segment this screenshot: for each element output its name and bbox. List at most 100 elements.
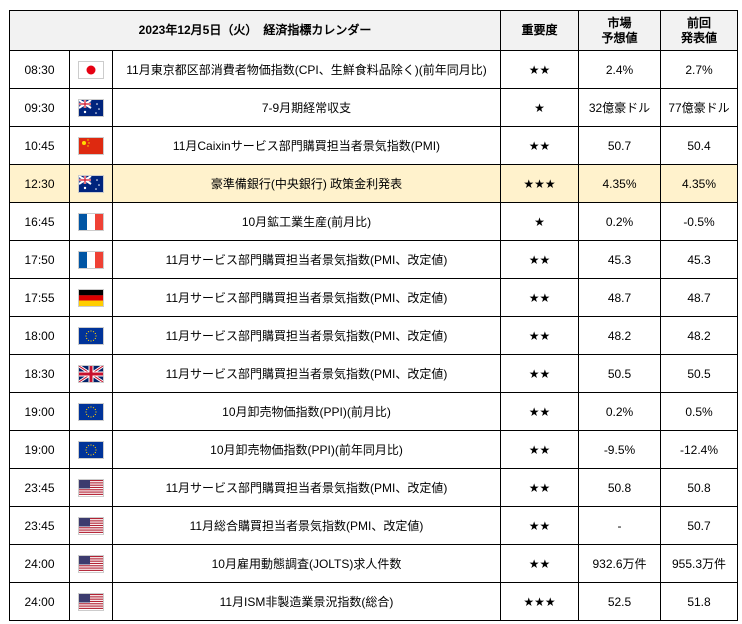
forecast-cell: 52.5 [578, 582, 661, 621]
event-cell: 10月卸売物価指数(PPI)(前月比) [112, 392, 501, 431]
importance-stars: ★★ [500, 544, 579, 583]
time-cell: 19:00 [9, 392, 70, 431]
header-row: 2023年12月5日（火） 経済指標カレンダー 重要度 市場 予想値 前回 発表値 [9, 10, 738, 51]
table-row: 24:00 11月ISM非製造業景況指数(総合) ★★★ 52.5 51.8 [9, 582, 738, 621]
previous-cell: 77億豪ドル [660, 88, 738, 127]
forecast-cell: 0.2% [578, 392, 661, 431]
flag-au-icon [78, 174, 104, 193]
forecast-header: 市場 予想値 [578, 10, 661, 51]
table-row: 23:45 11月サービス部門購買担当者景気指数(PMI、改定値) ★★ 50.… [9, 468, 738, 507]
table-row: 16:45 10月鉱工業生産(前月比) ★ 0.2% -0.5% [9, 202, 738, 241]
importance-stars: ★★ [500, 392, 579, 431]
forecast-cell: 4.35% [578, 164, 661, 203]
forecast-cell: 0.2% [578, 202, 661, 241]
previous-cell: 50.7 [660, 506, 738, 545]
previous-header: 前回 発表値 [660, 10, 738, 51]
table-row: 19:00 10月卸売物価指数(PPI)(前月比) ★★ 0.2% 0.5% [9, 392, 738, 431]
previous-header-line2: 発表値 [680, 30, 717, 45]
forecast-header-line1: 市場 [607, 15, 632, 30]
importance-stars: ★★★ [500, 582, 579, 621]
flag-cell [69, 202, 113, 241]
forecast-cell: 48.7 [578, 278, 661, 317]
flag-cell [69, 316, 113, 355]
flag-cell [69, 126, 113, 165]
time-cell: 24:00 [9, 544, 70, 583]
previous-cell: 0.5% [660, 392, 738, 431]
event-cell: 11月サービス部門購買担当者景気指数(PMI、改定値) [112, 278, 501, 317]
forecast-cell: 2.4% [578, 50, 661, 89]
time-cell: 10:45 [9, 126, 70, 165]
economic-calendar-table: 2023年12月5日（火） 経済指標カレンダー 重要度 市場 予想値 前回 発表値 … [9, 10, 738, 621]
flag-us-icon [78, 478, 104, 497]
table-row: 18:00 11月サービス部門購買担当者景気指数(PMI、改定値) ★★ 48.… [9, 316, 738, 355]
previous-cell: 51.8 [660, 582, 738, 621]
time-cell: 18:30 [9, 354, 70, 393]
table-row: 12:30 豪準備銀行(中央銀行) 政策金利発表 ★★★ 4.35% 4.35% [9, 164, 738, 203]
time-cell: 12:30 [9, 164, 70, 203]
flag-cell [69, 164, 113, 203]
forecast-cell: 32億豪ドル [578, 88, 661, 127]
previous-cell: 48.2 [660, 316, 738, 355]
forecast-cell: - [578, 506, 661, 545]
time-cell: 23:45 [9, 468, 70, 507]
flag-gb-icon [78, 364, 104, 383]
importance-stars: ★★ [500, 50, 579, 89]
event-cell: 10月鉱工業生産(前月比) [112, 202, 501, 241]
importance-stars: ★★ [500, 468, 579, 507]
forecast-cell: -9.5% [578, 430, 661, 469]
importance-stars: ★★ [500, 240, 579, 279]
flag-cell [69, 582, 113, 621]
forecast-header-line2: 予想値 [601, 30, 638, 45]
flag-cn-icon [78, 136, 104, 155]
flag-au-icon [78, 98, 104, 117]
time-cell: 08:30 [9, 50, 70, 89]
flag-us-icon [78, 554, 104, 573]
flag-cell [69, 88, 113, 127]
flag-cell [69, 506, 113, 545]
flag-cell [69, 392, 113, 431]
event-cell: 11月Caixinサービス部門購買担当者景気指数(PMI) [112, 126, 501, 165]
event-cell: 11月ISM非製造業景況指数(総合) [112, 582, 501, 621]
time-cell: 16:45 [9, 202, 70, 241]
time-cell: 17:50 [9, 240, 70, 279]
event-cell: 10月卸売物価指数(PPI)(前年同月比) [112, 430, 501, 469]
flag-cell [69, 544, 113, 583]
flag-de-icon [78, 288, 104, 307]
previous-cell: 48.7 [660, 278, 738, 317]
flag-eu-icon [78, 440, 104, 459]
previous-header-line1: 前回 [686, 15, 711, 30]
forecast-cell: 932.6万件 [578, 544, 661, 583]
event-cell: 10月雇用動態調査(JOLTS)求人件数 [112, 544, 501, 583]
importance-header: 重要度 [500, 10, 579, 51]
flag-cell [69, 240, 113, 279]
table-row: 17:50 11月サービス部門購買担当者景気指数(PMI、改定値) ★★ 45.… [9, 240, 738, 279]
event-cell: 11月サービス部門購買担当者景気指数(PMI、改定値) [112, 468, 501, 507]
forecast-cell: 50.5 [578, 354, 661, 393]
importance-stars: ★★ [500, 430, 579, 469]
table-row: 17:55 11月サービス部門購買担当者景気指数(PMI、改定値) ★★ 48.… [9, 278, 738, 317]
flag-cell [69, 430, 113, 469]
event-cell: 11月サービス部門購買担当者景気指数(PMI、改定値) [112, 316, 501, 355]
forecast-cell: 50.7 [578, 126, 661, 165]
event-cell: 7-9月期経常収支 [112, 88, 501, 127]
table-row: 09:30 7-9月期経常収支 ★ 32億豪ドル 77億豪ドル [9, 88, 738, 127]
importance-stars: ★★ [500, 126, 579, 165]
importance-stars: ★ [500, 202, 579, 241]
time-cell: 17:55 [9, 278, 70, 317]
flag-cell [69, 354, 113, 393]
previous-cell: 50.8 [660, 468, 738, 507]
forecast-cell: 45.3 [578, 240, 661, 279]
flag-cell [69, 468, 113, 507]
previous-cell: 2.7% [660, 50, 738, 89]
table-row: 19:00 10月卸売物価指数(PPI)(前年同月比) ★★ -9.5% -12… [9, 430, 738, 469]
event-cell: 11月東京都区部消費者物価指数(CPI、生鮮食料品除く)(前年同月比) [112, 50, 501, 89]
event-cell: 豪準備銀行(中央銀行) 政策金利発表 [112, 164, 501, 203]
flag-cell [69, 278, 113, 317]
table-row: 23:45 11月総合購買担当者景気指数(PMI、改定値) ★★ - 50.7 [9, 506, 738, 545]
time-cell: 18:00 [9, 316, 70, 355]
time-cell: 09:30 [9, 88, 70, 127]
flag-eu-icon [78, 402, 104, 421]
previous-cell: 50.4 [660, 126, 738, 165]
table-row: 10:45 11月Caixinサービス部門購買担当者景気指数(PMI) ★★ 5… [9, 126, 738, 165]
importance-stars: ★★★ [500, 164, 579, 203]
